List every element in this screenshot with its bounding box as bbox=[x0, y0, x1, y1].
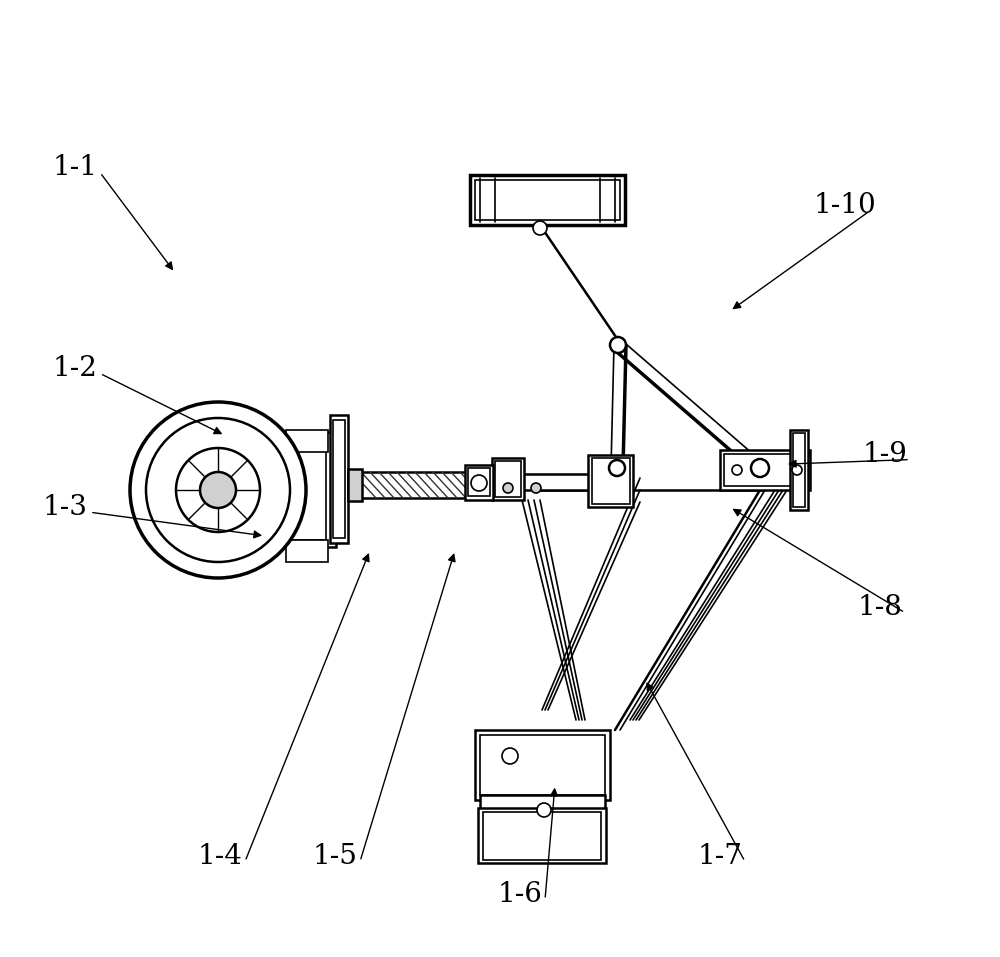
Text: 1-7: 1-7 bbox=[698, 843, 742, 870]
Bar bbox=[465, 465, 493, 500]
Bar bbox=[478, 808, 606, 863]
Bar bbox=[348, 469, 362, 501]
Ellipse shape bbox=[471, 475, 487, 491]
Bar bbox=[475, 730, 610, 800]
Bar bbox=[588, 455, 633, 507]
Bar bbox=[790, 430, 808, 510]
Ellipse shape bbox=[176, 448, 260, 532]
Bar bbox=[483, 812, 601, 860]
Text: 1-10: 1-10 bbox=[814, 192, 876, 219]
Bar bbox=[592, 458, 630, 504]
Bar bbox=[724, 454, 806, 486]
Text: 1-4: 1-4 bbox=[198, 843, 242, 870]
Ellipse shape bbox=[609, 460, 625, 476]
Bar bbox=[468, 468, 490, 496]
Bar bbox=[470, 175, 625, 225]
Bar bbox=[495, 461, 521, 497]
Ellipse shape bbox=[732, 465, 742, 475]
Bar bbox=[278, 432, 336, 547]
Bar bbox=[480, 735, 605, 795]
Text: 1-9: 1-9 bbox=[863, 441, 907, 468]
Ellipse shape bbox=[537, 803, 551, 817]
Ellipse shape bbox=[533, 221, 547, 235]
Ellipse shape bbox=[130, 402, 306, 578]
Bar bbox=[475, 180, 620, 220]
Bar bbox=[480, 795, 605, 810]
Ellipse shape bbox=[531, 483, 541, 493]
Ellipse shape bbox=[610, 337, 626, 353]
Text: 1-3: 1-3 bbox=[43, 494, 87, 521]
Ellipse shape bbox=[146, 418, 290, 562]
Ellipse shape bbox=[502, 748, 518, 764]
Bar bbox=[720, 450, 810, 490]
Bar bbox=[286, 440, 326, 540]
Bar bbox=[333, 420, 345, 538]
Ellipse shape bbox=[503, 483, 513, 493]
Bar bbox=[330, 415, 348, 543]
Ellipse shape bbox=[751, 459, 769, 477]
Bar bbox=[492, 474, 592, 490]
Text: 1-5: 1-5 bbox=[313, 843, 357, 870]
Text: 1-8: 1-8 bbox=[858, 594, 902, 621]
Text: 1-6: 1-6 bbox=[498, 881, 542, 908]
Bar bbox=[286, 430, 328, 452]
Text: 1-2: 1-2 bbox=[53, 355, 97, 382]
Bar bbox=[793, 433, 805, 507]
Ellipse shape bbox=[792, 465, 802, 475]
Ellipse shape bbox=[200, 472, 236, 508]
Bar bbox=[286, 540, 328, 562]
Bar bbox=[492, 458, 524, 500]
Text: 1-1: 1-1 bbox=[52, 154, 98, 181]
Bar bbox=[348, 472, 466, 498]
